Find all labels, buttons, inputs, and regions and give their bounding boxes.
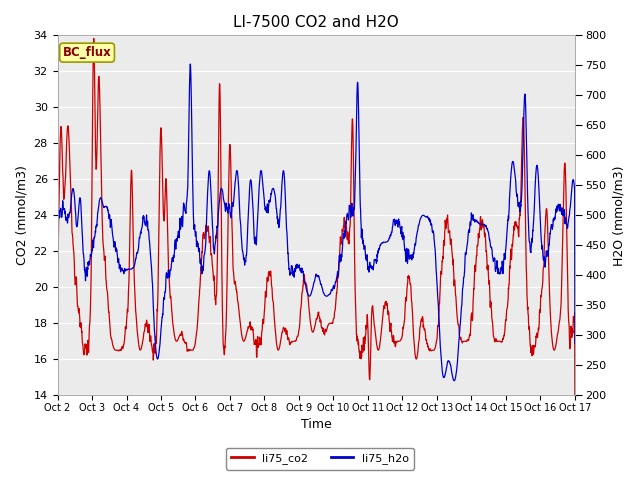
Text: BC_flux: BC_flux: [63, 46, 111, 59]
li75_co2: [292, 338, 300, 344]
li75_h2o: [54, 356, 61, 361]
Title: LI-7500 CO2 and H2O: LI-7500 CO2 and H2O: [234, 15, 399, 30]
li75_h2o: [571, 340, 579, 346]
Y-axis label: H2O (mmol/m3): H2O (mmol/m3): [612, 165, 625, 265]
li75_co2: [54, 392, 61, 398]
li75_h2o: [80, 255, 88, 261]
li75_co2: [305, 308, 313, 313]
Line: li75_co2: li75_co2: [58, 38, 575, 395]
li75_co2: [571, 392, 579, 398]
li75_co2: [556, 313, 564, 319]
li75_co2: [80, 350, 88, 356]
li75_h2o: [557, 204, 564, 209]
li75_co2: [556, 316, 564, 322]
li75_co2: [461, 338, 469, 344]
li75_h2o: [461, 250, 469, 255]
li75_h2o: [451, 378, 458, 384]
li75_h2o: [292, 265, 300, 271]
li75_h2o: [305, 293, 313, 299]
Legend: li75_co2, li75_h2o: li75_co2, li75_h2o: [226, 448, 414, 469]
li75_co2: [90, 36, 98, 41]
X-axis label: Time: Time: [301, 419, 332, 432]
Y-axis label: CO2 (mmol/m3): CO2 (mmol/m3): [15, 165, 28, 265]
li75_h2o: [186, 61, 194, 67]
Line: li75_h2o: li75_h2o: [58, 64, 575, 381]
li75_h2o: [556, 202, 564, 207]
